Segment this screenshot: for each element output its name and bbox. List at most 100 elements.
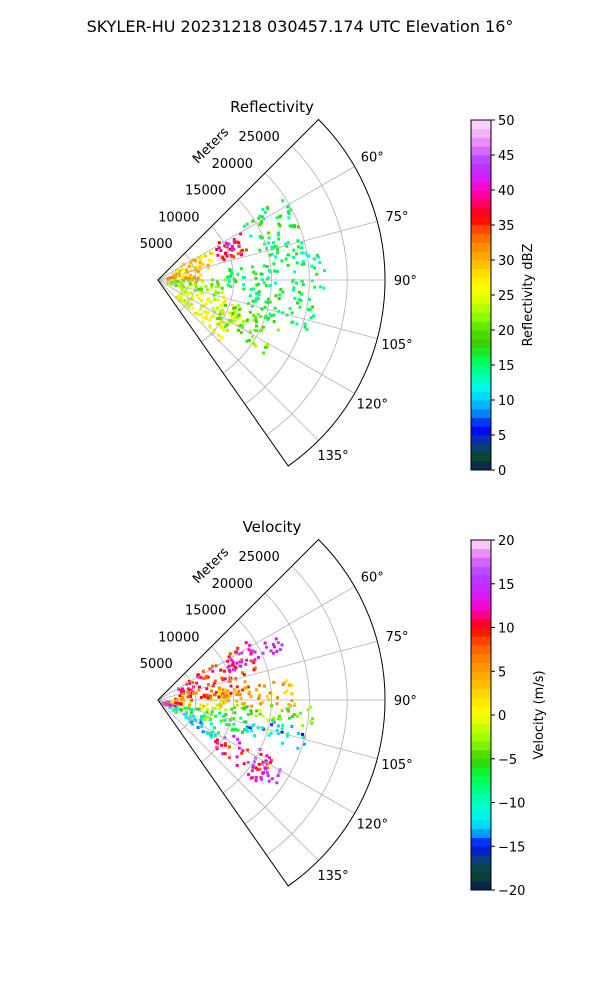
echo-cell (213, 693, 217, 697)
echo-cell (204, 315, 208, 319)
echo-cell (276, 774, 280, 778)
azimuth-spoke (157, 279, 319, 441)
echo-cell (223, 688, 227, 692)
echo-cell (209, 717, 213, 721)
echo-cell (295, 252, 299, 256)
echo-cell (240, 751, 244, 755)
figure-suptitle: SKYLER-HU 20231218 030457.174 UTC Elevat… (87, 17, 514, 36)
echo-cell (240, 253, 243, 257)
echo-cell (213, 679, 217, 683)
echo-cell (281, 741, 284, 745)
echo-cell (238, 693, 242, 697)
echo-cell (293, 702, 296, 706)
echo-cell (251, 765, 255, 769)
echo-cell (295, 322, 299, 326)
echo-cell (278, 224, 282, 228)
echo-cell (216, 317, 220, 321)
echo-cell (215, 248, 219, 251)
colorbar-segment (471, 242, 491, 252)
echo-cell (170, 275, 174, 279)
echo-cell (175, 296, 179, 299)
echo-cell (276, 269, 279, 273)
echo-cell (317, 255, 321, 259)
echo-cell (286, 210, 290, 214)
echo-cell (174, 284, 178, 288)
echo-cell (256, 768, 260, 772)
echo-cell (268, 283, 272, 287)
echo-cell (276, 328, 280, 332)
echo-cell (244, 727, 248, 731)
echo-cell (254, 714, 258, 718)
echo-cell (242, 287, 246, 291)
colorbar-segment (471, 417, 491, 427)
echo-cell (239, 716, 243, 720)
echo-cell (214, 289, 218, 293)
radial-tick-label: 20000 (212, 157, 253, 172)
echo-cell (313, 257, 317, 261)
echo-cell (213, 298, 217, 302)
echo-cell (252, 318, 256, 322)
echo-cell (241, 730, 244, 734)
echo-cell (297, 225, 300, 229)
echo-cell (170, 282, 174, 286)
echo-cell (188, 717, 192, 721)
echo-cell (226, 283, 230, 287)
echo-cell (186, 285, 190, 289)
echo-cell (268, 756, 272, 760)
echo-cell (215, 703, 219, 707)
echo-cell (178, 284, 181, 288)
colorbar-segment (471, 321, 491, 331)
echo-cell (303, 325, 307, 329)
echo-cell (183, 302, 187, 306)
echo-cell (188, 302, 192, 306)
echo-cell (201, 280, 205, 284)
echo-cell (220, 676, 224, 680)
echo-cell (238, 660, 242, 664)
echo-cell (213, 734, 217, 738)
echo-cell (278, 648, 282, 652)
echo-cell (242, 706, 246, 710)
echo-cell (181, 267, 185, 271)
echo-cell (179, 708, 183, 712)
echo-cell (177, 687, 181, 691)
echo-cell (313, 285, 317, 289)
echo-cell (213, 291, 217, 295)
colorbar-segment (471, 373, 491, 383)
echo-cell (199, 307, 203, 311)
echo-cell (259, 315, 263, 318)
echo-cell (231, 663, 235, 666)
echo-cell (257, 762, 261, 766)
echo-cell (299, 298, 303, 302)
echo-cell (205, 707, 209, 711)
echo-cell (201, 669, 205, 673)
echo-cell (187, 277, 191, 281)
colorbar-segment (471, 338, 491, 348)
echo-cell (310, 264, 314, 268)
echo-cell (209, 259, 213, 263)
echo-cell (307, 308, 311, 312)
echo-cell (285, 689, 289, 693)
echo-cell (263, 766, 267, 770)
echo-cell (258, 223, 262, 227)
echo-cell (250, 265, 254, 269)
colorbar-segment (471, 566, 491, 576)
colorbar-label: Reflectivity dBZ (521, 244, 536, 347)
colorbar-tick-label: −10 (498, 797, 525, 812)
colorbar-segment (471, 190, 491, 200)
echo-cell (270, 777, 274, 781)
echo-cell (237, 241, 241, 245)
azimuth-spoke (157, 279, 378, 340)
echo-cell (180, 690, 183, 693)
echo-cell (234, 691, 238, 695)
echo-cell (233, 319, 237, 323)
echo-cell (274, 244, 278, 248)
echo-cell (223, 742, 227, 746)
colorbar-segment (471, 776, 491, 786)
echo-cell (265, 754, 269, 758)
echo-cell (240, 671, 244, 675)
echo-cell (240, 323, 244, 327)
echo-cell (245, 319, 249, 323)
echo-cell (223, 677, 227, 681)
echo-cell (199, 676, 203, 680)
echo-cell (192, 718, 196, 722)
